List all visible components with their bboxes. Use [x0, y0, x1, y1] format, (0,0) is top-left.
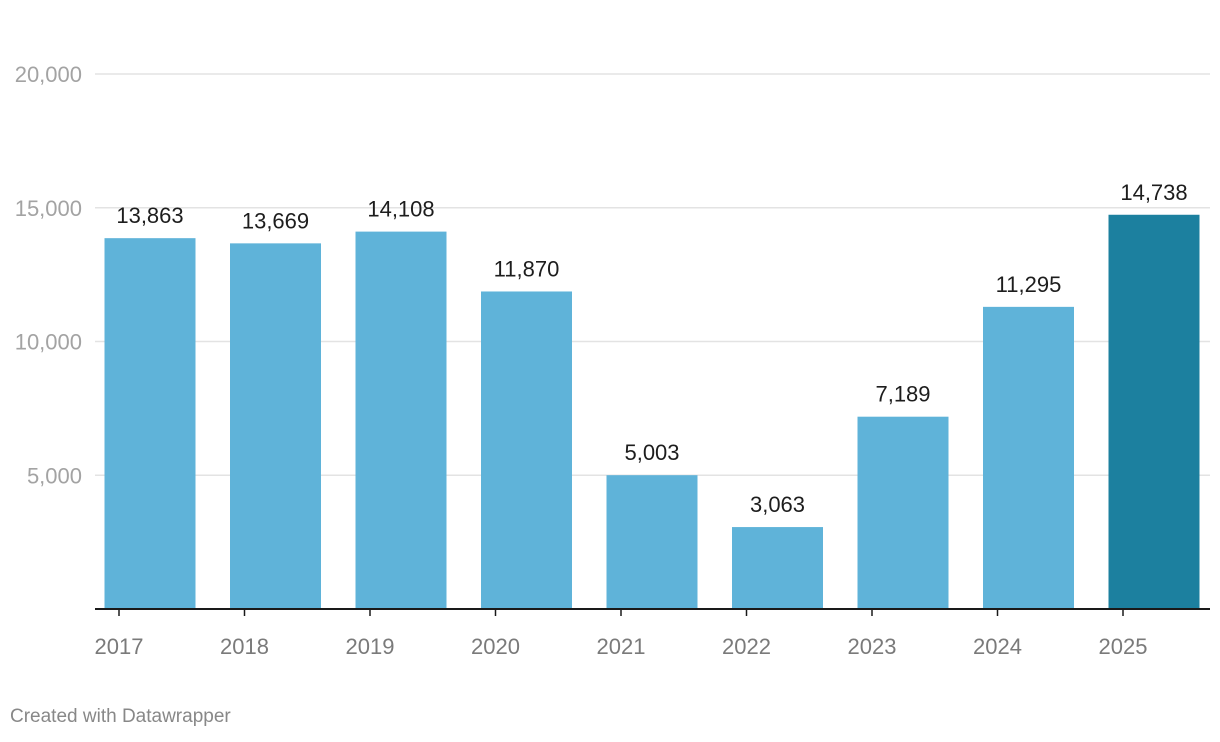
data-label-2019: 14,108 [367, 197, 434, 222]
data-label-2024: 11,295 [996, 272, 1062, 297]
data-label-2020: 11,870 [494, 256, 560, 281]
bar-2020 [481, 291, 572, 609]
x-axis-ticks: 2017 2018 2019 2020 2021 2022 2023 2024 2025 [95, 609, 1148, 659]
data-label-2017: 13,863 [116, 203, 183, 228]
x-tick-label-2024: 2024 [973, 634, 1022, 659]
data-label-2025: 14,738 [1120, 180, 1187, 205]
y-axis-ticks: 5,000 10,000 15,000 20,000 [15, 62, 82, 488]
bar-2025 [1108, 214, 1200, 610]
data-label-2018: 13,669 [242, 208, 309, 233]
x-tick-label-2022: 2022 [722, 634, 771, 659]
y-tick-label: 10,000 [15, 330, 82, 355]
data-label-2023: 7,189 [875, 382, 930, 407]
x-tick-label-2017: 2017 [95, 634, 144, 659]
y-tick-label: 15,000 [15, 196, 82, 221]
bars [104, 214, 1200, 610]
footer-credit: Created with Datawrapper [10, 706, 231, 727]
y-tick-label: 5,000 [27, 463, 82, 488]
data-label-2021: 5,003 [624, 440, 679, 465]
x-tick-label-2021: 2021 [597, 634, 646, 659]
y-tick-label: 20,000 [15, 62, 82, 87]
bar-2023 [857, 416, 949, 609]
bar-2021 [606, 475, 698, 609]
x-tick-label-2019: 2019 [346, 634, 395, 659]
data-label-2022: 3,063 [750, 492, 805, 517]
x-tick-label-2025: 2025 [1099, 634, 1148, 659]
bar-2019 [355, 231, 447, 609]
x-tick-label-2018: 2018 [220, 634, 269, 659]
bar-2024 [983, 306, 1074, 609]
data-labels: 13,863 13,669 14,108 11,870 5,003 3,063 7,189 1… [116, 180, 1187, 517]
bar-2022 [732, 527, 823, 609]
x-tick-label-2020: 2020 [471, 634, 520, 659]
bar-2017 [104, 238, 196, 610]
x-tick-label-2023: 2023 [848, 634, 897, 659]
bar-chart: 5,000 10,000 15,000 20,000 13,863 13,669 14,1… [15, 62, 1210, 659]
bar-2018 [230, 243, 321, 609]
